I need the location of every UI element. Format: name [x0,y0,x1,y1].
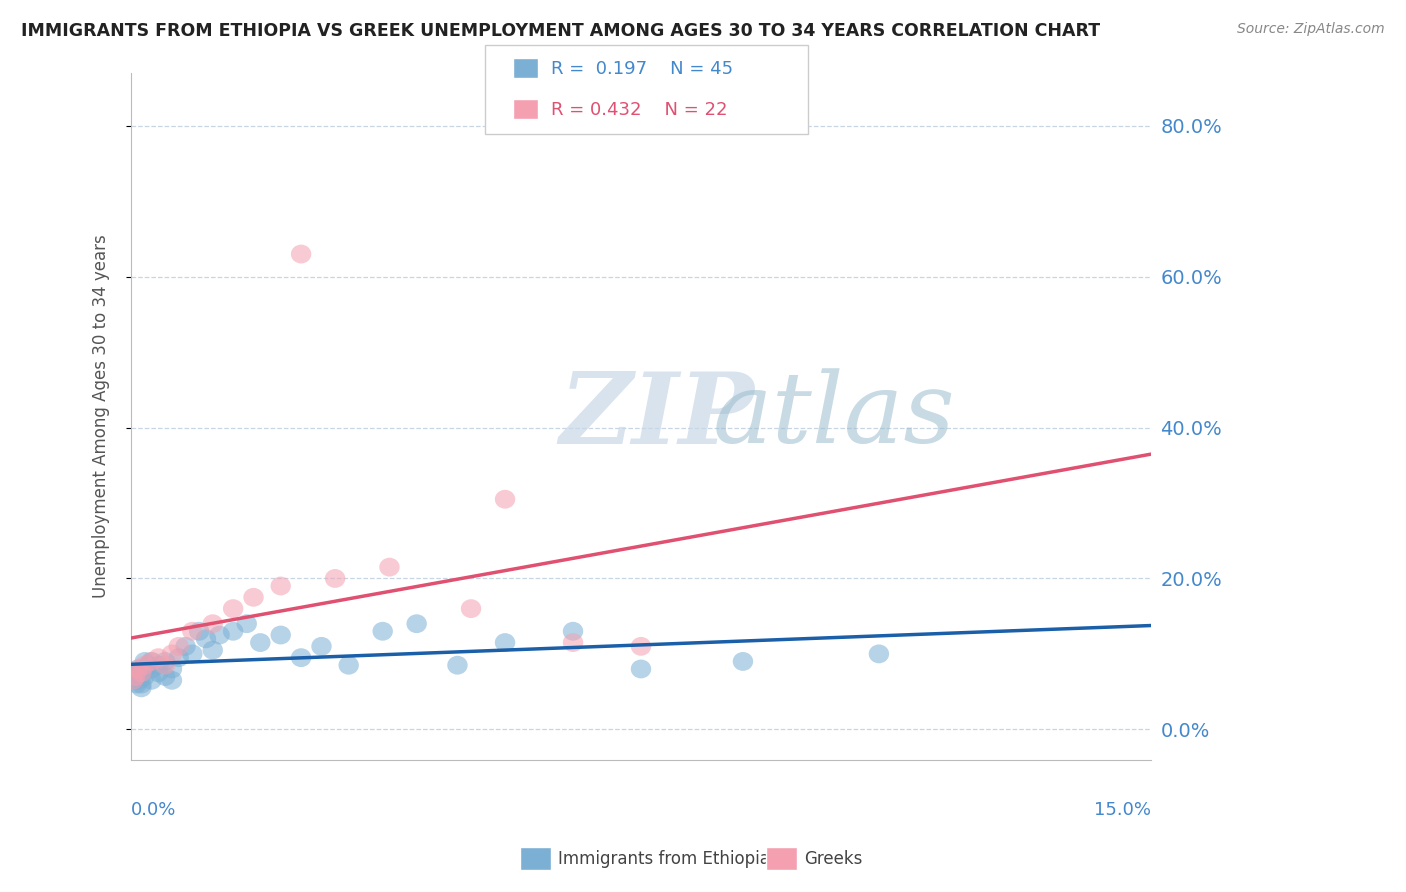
Ellipse shape [380,558,399,576]
Ellipse shape [202,640,224,659]
Ellipse shape [270,576,291,596]
Ellipse shape [169,637,188,656]
Ellipse shape [131,664,152,682]
Ellipse shape [122,667,143,686]
Ellipse shape [224,599,243,618]
Ellipse shape [142,652,162,671]
Ellipse shape [183,622,202,640]
Text: ZIP: ZIP [560,368,755,465]
Ellipse shape [142,659,162,679]
Ellipse shape [869,644,889,664]
Ellipse shape [131,679,152,698]
Ellipse shape [131,674,152,693]
Ellipse shape [311,637,332,656]
Ellipse shape [562,622,583,640]
Text: IMMIGRANTS FROM ETHIOPIA VS GREEK UNEMPLOYMENT AMONG AGES 30 TO 34 YEARS CORRELA: IMMIGRANTS FROM ETHIOPIA VS GREEK UNEMPL… [21,22,1101,40]
Ellipse shape [162,671,183,690]
Ellipse shape [148,656,169,674]
Ellipse shape [202,615,224,633]
Ellipse shape [176,637,195,656]
Ellipse shape [155,667,176,686]
Ellipse shape [125,667,145,686]
Ellipse shape [148,648,169,667]
Ellipse shape [325,569,346,588]
Ellipse shape [195,630,217,648]
Ellipse shape [138,656,159,674]
Ellipse shape [148,664,169,682]
Text: R = 0.432    N = 22: R = 0.432 N = 22 [551,101,728,119]
Ellipse shape [162,659,183,679]
Ellipse shape [162,644,183,664]
Ellipse shape [224,622,243,640]
Ellipse shape [631,637,651,656]
Ellipse shape [270,625,291,644]
Ellipse shape [291,244,311,263]
Text: 15.0%: 15.0% [1094,801,1150,819]
Ellipse shape [142,652,162,671]
Ellipse shape [129,664,150,682]
Ellipse shape [127,674,146,693]
Ellipse shape [339,656,359,674]
Ellipse shape [461,599,481,618]
Ellipse shape [250,633,270,652]
Text: atlas: atlas [713,368,955,464]
Ellipse shape [128,659,148,679]
Ellipse shape [495,633,515,652]
Text: Source: ZipAtlas.com: Source: ZipAtlas.com [1237,22,1385,37]
Ellipse shape [135,659,155,679]
Ellipse shape [122,671,143,690]
Ellipse shape [135,667,155,686]
Ellipse shape [155,652,176,671]
Ellipse shape [733,652,754,671]
Ellipse shape [209,625,229,644]
Ellipse shape [135,656,155,674]
Ellipse shape [236,615,257,633]
Ellipse shape [291,648,311,667]
Ellipse shape [169,648,188,667]
Text: 0.0%: 0.0% [131,801,177,819]
Ellipse shape [243,588,264,607]
Ellipse shape [188,622,209,640]
Ellipse shape [125,664,145,682]
Ellipse shape [135,652,155,671]
Ellipse shape [447,656,468,674]
Text: R =  0.197    N = 45: R = 0.197 N = 45 [551,60,734,78]
Text: Greeks: Greeks [804,850,863,868]
Ellipse shape [129,671,149,690]
Text: Immigrants from Ethiopia: Immigrants from Ethiopia [558,850,770,868]
Ellipse shape [128,667,148,686]
Ellipse shape [562,633,583,652]
Ellipse shape [155,656,176,674]
Ellipse shape [631,659,651,679]
Ellipse shape [183,644,202,664]
Ellipse shape [124,671,145,690]
Ellipse shape [495,490,515,508]
Ellipse shape [128,659,148,679]
Ellipse shape [373,622,392,640]
Ellipse shape [142,671,162,690]
Ellipse shape [406,615,427,633]
Y-axis label: Unemployment Among Ages 30 to 34 years: Unemployment Among Ages 30 to 34 years [93,235,110,599]
